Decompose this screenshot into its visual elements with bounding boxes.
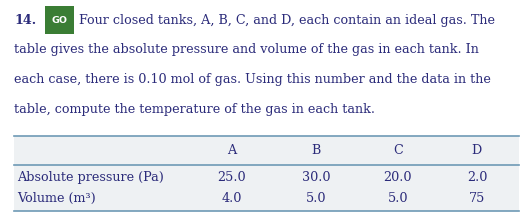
Text: 14.: 14. [14, 14, 36, 27]
Text: 30.0: 30.0 [302, 171, 330, 184]
Text: 5.0: 5.0 [306, 192, 326, 205]
Text: Absolute pressure (Pa): Absolute pressure (Pa) [17, 171, 164, 184]
Text: 20.0: 20.0 [384, 171, 412, 184]
FancyBboxPatch shape [42, 4, 77, 37]
Text: Four closed tanks, A, B, C, and D, each contain an ideal gas. The: Four closed tanks, A, B, C, and D, each … [79, 14, 494, 27]
Text: 75: 75 [469, 192, 485, 205]
Text: 2.0: 2.0 [467, 171, 487, 184]
Text: Volume (m³): Volume (m³) [17, 192, 95, 205]
Text: table gives the absolute pressure and volume of the gas in each tank. In: table gives the absolute pressure and vo… [14, 43, 479, 56]
Text: A: A [227, 144, 237, 157]
Text: 5.0: 5.0 [388, 192, 408, 205]
Text: 4.0: 4.0 [222, 192, 242, 205]
Text: D: D [472, 144, 482, 157]
Text: each case, there is 0.10 mol of gas. Using this number and the data in the: each case, there is 0.10 mol of gas. Usi… [14, 73, 491, 86]
Text: 25.0: 25.0 [218, 171, 246, 184]
Text: GO: GO [51, 16, 67, 25]
Text: C: C [393, 144, 403, 157]
Text: table, compute the temperature of the gas in each tank.: table, compute the temperature of the ga… [14, 103, 375, 116]
Text: B: B [311, 144, 321, 157]
